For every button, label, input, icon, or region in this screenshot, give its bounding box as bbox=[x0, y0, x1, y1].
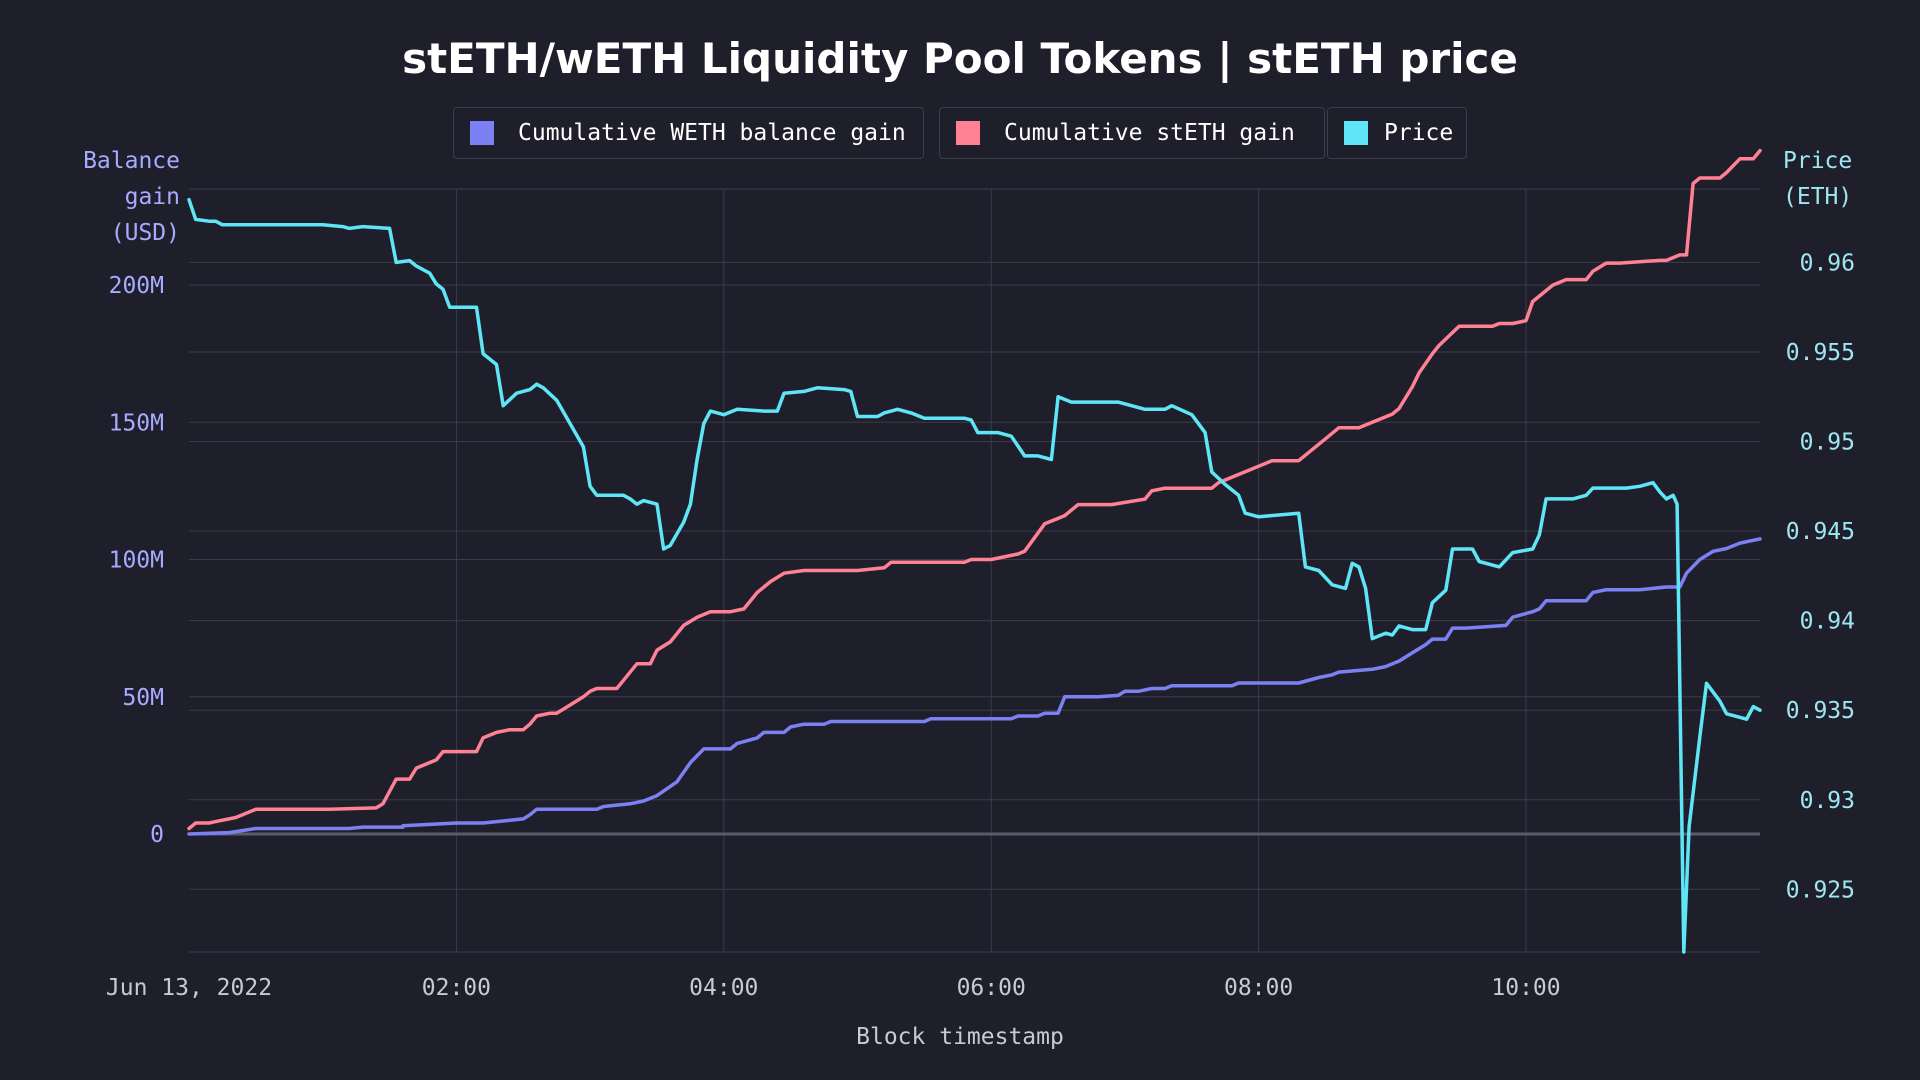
x-tick-label: 02:00 bbox=[422, 975, 491, 1001]
x-tick-label: 04:00 bbox=[689, 975, 758, 1001]
y-right-tick-label: 0.93 bbox=[1800, 788, 1855, 814]
legend-swatch-price bbox=[1344, 121, 1368, 145]
chart-title: stETH/wETH Liquidity Pool Tokens | stETH… bbox=[402, 34, 1518, 83]
legend-label-weth: Cumulative WETH balance gain bbox=[518, 120, 906, 146]
legend-item-steth[interactable]: Cumulative stETH gain bbox=[939, 107, 1325, 159]
x-tick-label: 08:00 bbox=[1224, 975, 1293, 1001]
legend-swatch-steth bbox=[956, 121, 980, 145]
y-right-tick-label: 0.94 bbox=[1800, 609, 1855, 635]
legend-label-price: Price bbox=[1384, 120, 1454, 146]
y-right-tick-label: 0.96 bbox=[1800, 250, 1855, 276]
y-left-tick-label: 0 bbox=[150, 822, 164, 848]
series-line-steth-gain bbox=[187, 148, 1762, 831]
y-left-tick-label: 100M bbox=[109, 548, 164, 574]
legend-swatch-weth bbox=[470, 121, 494, 145]
series-line-price bbox=[187, 197, 1762, 954]
y-right-tick-label: 0.925 bbox=[1786, 877, 1855, 903]
y-right-tick-label: 0.95 bbox=[1800, 430, 1855, 456]
y-right-tick-label: 0.945 bbox=[1786, 519, 1855, 545]
x-axis-title: Block timestamp bbox=[856, 1024, 1064, 1050]
right-axis-title: Price (ETH) bbox=[1783, 148, 1853, 210]
y-left-tick-label: 150M bbox=[109, 410, 164, 436]
legend-item-price[interactable]: Price bbox=[1327, 107, 1467, 159]
legend-label-steth: Cumulative stETH gain bbox=[1004, 120, 1295, 146]
series-line-weth-balance-gain bbox=[187, 537, 1762, 836]
y-left-tick-label: 50M bbox=[122, 685, 164, 711]
y-right-tick-label: 0.955 bbox=[1786, 340, 1855, 366]
y-right-tick-label: 0.935 bbox=[1786, 698, 1855, 724]
x-tick-label: Jun 13, 2022 bbox=[106, 975, 272, 1001]
y-left-tick-label: 200M bbox=[109, 273, 164, 299]
x-tick-label: 06:00 bbox=[957, 975, 1026, 1001]
x-tick-label: 10:00 bbox=[1491, 975, 1560, 1001]
left-axis-title: Balance gain (USD) bbox=[83, 148, 180, 246]
legend-item-weth[interactable]: Cumulative WETH balance gain bbox=[453, 107, 924, 159]
